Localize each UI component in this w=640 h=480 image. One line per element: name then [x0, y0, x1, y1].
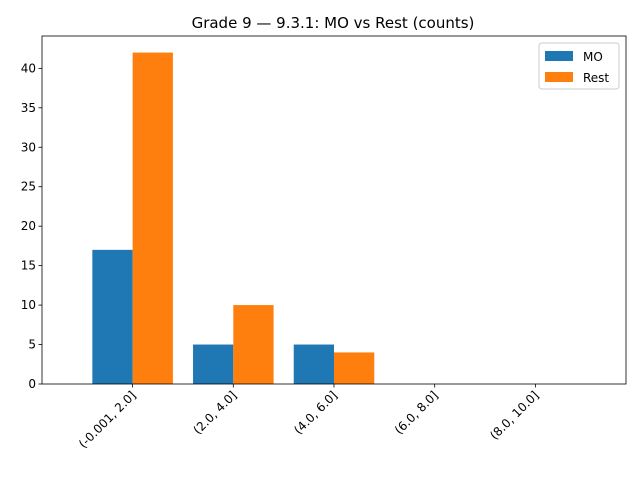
x-tick-label: (4.0, 6.0]	[291, 388, 340, 437]
y-tick-label: 0	[28, 377, 36, 391]
y-tick-label: 15	[21, 259, 36, 273]
y-tick-label: 10	[21, 298, 36, 312]
bar-rest-1	[233, 305, 274, 384]
y-tick-label: 30	[21, 140, 36, 154]
bar-rest-0	[132, 52, 173, 384]
bar-mo-2	[293, 344, 334, 384]
legend-label-rest: Rest	[583, 71, 609, 85]
y-tick-label: 40	[21, 61, 36, 75]
legend-swatch-mo	[545, 51, 573, 61]
chart-title: Grade 9 — 9.3.1: MO vs Rest (counts)	[192, 14, 475, 32]
legend: MO Rest	[538, 42, 620, 90]
y-tick-label: 20	[21, 219, 36, 233]
axes-layer: 0 5 10 15 20 25 30 35 40 (-0.001, 2.0] (2.0, 4.0] (…	[21, 35, 627, 451]
bars-layer	[92, 52, 375, 384]
bar-mo-0	[92, 249, 133, 384]
x-tick-label: (2.0, 4.0]	[191, 388, 240, 437]
x-tick-label: (-0.001, 2.0]	[76, 388, 139, 451]
bar-rest-2	[334, 352, 375, 384]
y-tick-label: 5	[28, 338, 36, 352]
y-tick-label: 35	[21, 101, 36, 115]
x-tick-label: (8.0, 10.0]	[487, 388, 541, 442]
bar-mo-1	[193, 344, 234, 384]
x-tick-label: (6.0, 8.0]	[392, 388, 441, 437]
legend-swatch-rest	[545, 72, 573, 82]
y-tick-label: 25	[21, 180, 36, 194]
legend-label-mo: MO	[583, 50, 603, 64]
